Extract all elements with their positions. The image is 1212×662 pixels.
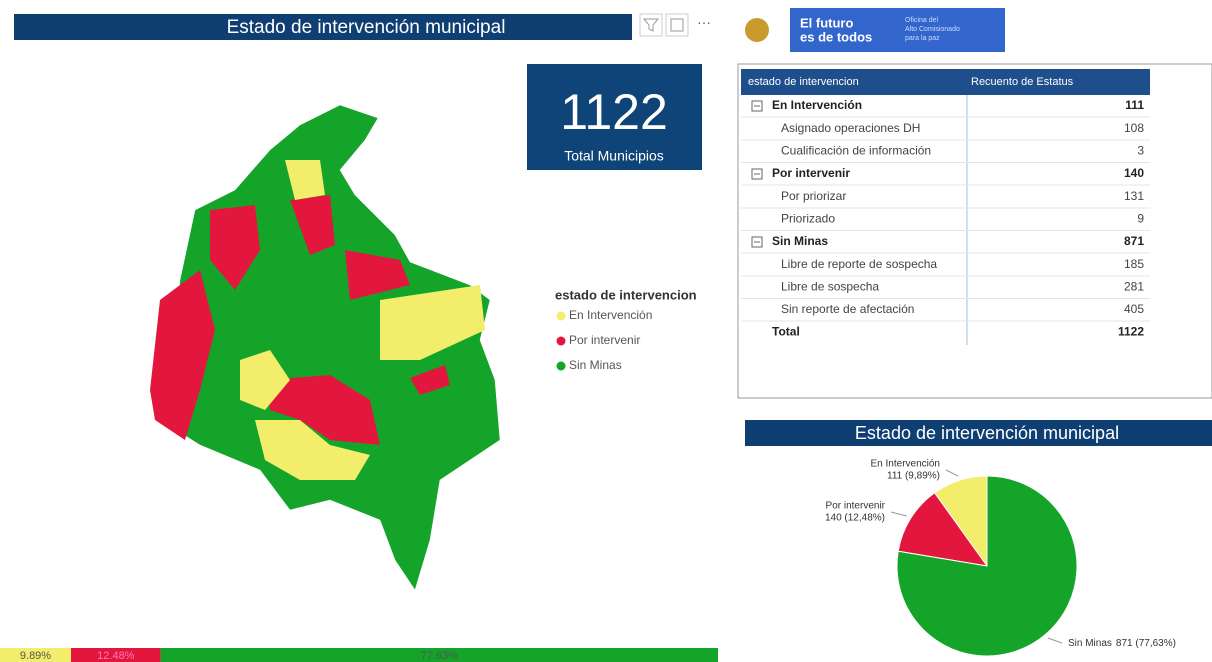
group-total: 111 [1125, 98, 1144, 112]
table-header [741, 69, 1150, 95]
map-region [255, 420, 370, 480]
leader-line [1047, 637, 1063, 644]
pie-title-bar [745, 420, 1212, 446]
map-region [290, 195, 335, 255]
strip-segment [71, 648, 161, 662]
group-name: Sin Minas [772, 234, 828, 248]
legend-swatch [556, 361, 566, 371]
map-region [410, 365, 450, 395]
pie-slice [896, 475, 1078, 657]
row-value: 281 [1124, 280, 1144, 294]
table-header-cell: estado de intervencion [748, 76, 859, 88]
map-region [285, 160, 325, 200]
leader-line [945, 469, 959, 477]
pie-category: Sin Minas [1068, 638, 1112, 649]
strip-segment [160, 648, 719, 662]
pie-title: Estado de intervención municipal [855, 423, 1119, 443]
focus-icon[interactable] [665, 13, 689, 37]
row-value: 405 [1124, 302, 1144, 316]
leader-line [890, 511, 907, 517]
map-region [240, 350, 290, 410]
group-total: 871 [1124, 234, 1144, 248]
row-name: Libre de reporte de sospecha [781, 257, 937, 271]
legend-swatch [556, 311, 566, 321]
row-value: 9 [1137, 212, 1144, 226]
title: Estado de intervención municipal [227, 17, 506, 38]
office-line: Alto Comisionado [905, 26, 960, 33]
legend-swatch [556, 336, 566, 346]
row-name: Asignado operaciones DH [781, 121, 920, 135]
filter-glyph [642, 18, 660, 32]
total-value: 1122 [1118, 325, 1144, 339]
row-value: 185 [1124, 257, 1144, 271]
percent-strip: 9.89% 12.48% 77.63% [0, 648, 719, 662]
legend-label: Sin Minas [569, 358, 622, 372]
row-value: 3 [1137, 144, 1144, 158]
map-region [150, 270, 215, 440]
focus-glyph [670, 18, 684, 32]
map-region [380, 285, 485, 360]
kpi-value: 1122 [560, 84, 668, 140]
map-region [345, 250, 410, 300]
group-name: Por intervenir [772, 166, 850, 180]
map-region [265, 375, 380, 445]
pie-category: En Intervención [871, 459, 941, 470]
office-line: para la paz [905, 35, 940, 42]
row-name: Cualificación de información [781, 144, 931, 158]
strip-segment [0, 648, 72, 662]
group-total: 140 [1124, 166, 1144, 180]
group-name: En Intervención [772, 98, 862, 112]
pie-category: Por intervenir [826, 501, 886, 512]
kpi-card [527, 64, 702, 170]
filter-icon[interactable] [639, 13, 663, 37]
row-value: 108 [1124, 121, 1144, 135]
logo-line: es de todos [800, 29, 872, 44]
row-name: Por priorizar [781, 189, 846, 203]
legend-label: Por intervenir [569, 333, 640, 347]
title-bar [14, 14, 632, 40]
legend-label: En Intervención [569, 308, 652, 322]
row-name: Sin reporte de afectación [781, 302, 914, 316]
pie-value-label: 140 (12,48%) [825, 513, 885, 524]
legend: En Intervención Por intervenir Sin Minas [556, 308, 652, 372]
map [149, 104, 501, 591]
pie-value-label: 871 (77,63%) [1116, 638, 1176, 649]
kpi-label: Total Municipios [564, 148, 664, 164]
total-label: Total [772, 325, 800, 339]
more-icon[interactable]: ⋯ [697, 15, 711, 31]
office-line: Oficina del [905, 17, 939, 24]
pie-label: Sin Minas 871 (77,63%) [1068, 638, 1176, 649]
strip-label: 9.89% [20, 650, 51, 662]
logo-band [790, 8, 1005, 52]
logo-line: El futuro [800, 15, 853, 30]
pie-value-label: 111 (9,89%) [887, 471, 940, 482]
pie-slice [897, 492, 989, 567]
row-name: Priorizado [781, 212, 835, 226]
coat-of-arms [745, 18, 769, 42]
toolbar[interactable]: ⋯ [639, 13, 711, 37]
map-region [210, 205, 260, 290]
row-value: 131 [1124, 189, 1144, 203]
table-body: En Intervención 111 Asignado operaciones D… [741, 98, 1150, 339]
strip-label: 77.63% [421, 650, 459, 662]
strip-label: 12.48% [97, 650, 135, 662]
legend-title: estado de intervencion [555, 287, 697, 302]
row-name: Libre de sospecha [781, 280, 879, 294]
table-header-cell: Recuento de Estatus [971, 76, 1074, 88]
logo: El futuro es de todos Oficina del Alto C… [735, 8, 1005, 52]
